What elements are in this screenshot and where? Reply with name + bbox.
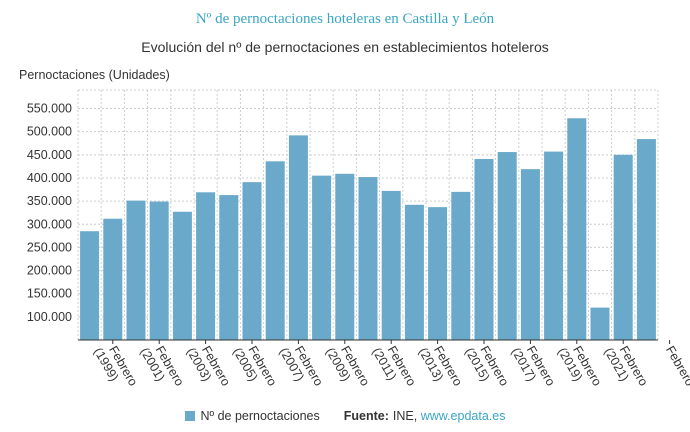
bar[interactable] bbox=[312, 175, 332, 340]
bar[interactable] bbox=[451, 191, 471, 340]
bar[interactable] bbox=[520, 169, 540, 340]
x-tick-label: Febrero(2007) bbox=[277, 344, 326, 389]
y-axis-title: Pernoctaciones (Unidades) bbox=[19, 68, 170, 82]
y-tick-label: 550.000 bbox=[27, 102, 72, 116]
y-tick-label: 300.000 bbox=[27, 217, 72, 231]
bar[interactable] bbox=[381, 190, 401, 340]
bar[interactable] bbox=[335, 173, 355, 340]
bar[interactable] bbox=[172, 211, 192, 340]
bar[interactable] bbox=[474, 158, 494, 340]
bar[interactable] bbox=[126, 200, 146, 340]
x-tick-label: Febrero(2001) bbox=[137, 344, 186, 389]
bar[interactable] bbox=[288, 135, 308, 340]
source-label: Fuente: bbox=[343, 409, 389, 423]
legend-series-label[interactable]: Nº de pernoctaciones bbox=[200, 409, 320, 423]
y-axis: 100.000 150.000 200.000 250.000 300.000 350.0… bbox=[27, 102, 72, 324]
bar[interactable] bbox=[80, 231, 100, 340]
bar[interactable] bbox=[497, 152, 517, 340]
x-tick-label: Febrero(2005) bbox=[230, 344, 279, 389]
bar[interactable] bbox=[242, 182, 262, 340]
bar[interactable] bbox=[428, 207, 448, 340]
y-tick-label: 250.000 bbox=[27, 240, 72, 254]
x-tick-label: Febrero(2017) bbox=[509, 344, 558, 389]
x-tick-label: Febrero(2003) bbox=[184, 344, 233, 389]
bar-chart: 100.000 150.000 200.000 250.000 300.000 350.0… bbox=[27, 89, 690, 389]
chart-title: Nº de pernoctaciones hoteleras en Castil… bbox=[195, 11, 495, 27]
x-tick-label: Febrero(2009) bbox=[323, 344, 372, 389]
bar[interactable] bbox=[358, 177, 378, 340]
y-tick-label: 450.000 bbox=[27, 148, 72, 162]
x-axis: Febrero(1999) Febrero(2001) Febrero(2003) F… bbox=[78, 339, 690, 389]
bar[interactable] bbox=[404, 204, 424, 340]
y-tick-label: 200.000 bbox=[27, 264, 72, 278]
bar[interactable] bbox=[567, 118, 587, 340]
x-tick-label: Febrero(2013) bbox=[416, 344, 465, 389]
x-tick-label: Febrero(1999) bbox=[91, 344, 140, 389]
x-tick-label: Febrero(2021) bbox=[601, 344, 650, 389]
x-tick-label: Febrero(2019) bbox=[555, 344, 604, 389]
source-link[interactable]: www.epdata.es bbox=[420, 409, 506, 423]
bar[interactable] bbox=[265, 161, 285, 340]
x-tick-label: Febrero(2015) bbox=[462, 344, 511, 389]
y-tick-label: 350.000 bbox=[27, 194, 72, 208]
source-text: INE, bbox=[392, 409, 418, 423]
bar[interactable] bbox=[590, 307, 610, 340]
bar[interactable] bbox=[196, 192, 216, 340]
y-tick-label: 150.000 bbox=[27, 287, 72, 301]
bar[interactable] bbox=[219, 195, 239, 340]
x-tick-label-month: Febrero bbox=[663, 344, 690, 389]
bar-layer bbox=[80, 118, 656, 340]
bar[interactable] bbox=[636, 139, 656, 340]
bar[interactable] bbox=[544, 151, 564, 340]
y-tick-label: 500.000 bbox=[27, 125, 72, 139]
x-tick-label: Febrero bbox=[663, 344, 690, 389]
bar[interactable] bbox=[103, 218, 123, 340]
legend-swatch[interactable] bbox=[184, 411, 195, 421]
bar[interactable] bbox=[149, 201, 169, 340]
x-tick-label: Febrero(2011) bbox=[369, 344, 418, 389]
chart-subtitle: Evolución del nº de pernoctaciones en es… bbox=[141, 39, 549, 55]
y-tick-label: 400.000 bbox=[27, 171, 72, 185]
y-tick-label: 100.000 bbox=[27, 310, 72, 324]
legend: Nº de pernoctaciones Fuente: INE, www.ep… bbox=[0, 409, 690, 423]
bar[interactable] bbox=[613, 154, 633, 340]
